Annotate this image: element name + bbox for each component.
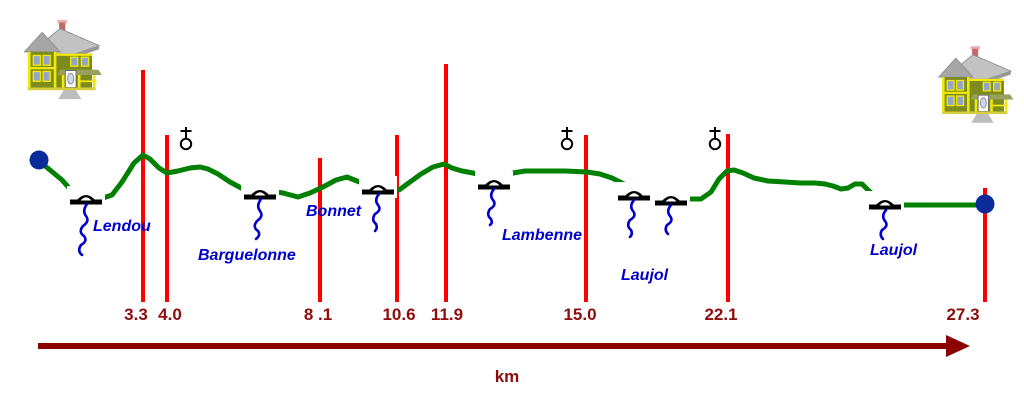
river-squiggle-lambenne [486, 187, 496, 227]
km-distance-label: 22.1 [704, 305, 738, 324]
river-label-bonnet: Bonnet [306, 203, 362, 220]
start-dot [29, 150, 49, 170]
river-label-laujol-1: Laujol [621, 267, 669, 284]
km-distance-label: 15.0 [563, 305, 597, 324]
km-axis-arrowhead-icon [946, 335, 970, 357]
river-label-lendou: Lendou [93, 218, 151, 235]
km-distance-label: 27.3 [946, 305, 980, 324]
km-distance-label: 11.9 [430, 305, 464, 324]
km-distance-label: 10.6 [382, 305, 416, 324]
km-unit-label: km [494, 367, 520, 386]
km-distance-label: 4.0 [158, 305, 182, 324]
river-label-laujol-2: Laujol [870, 242, 918, 259]
end-dot [975, 194, 995, 214]
house-end-icon [930, 44, 1016, 124]
river-squiggle-lendou [77, 202, 89, 257]
river-squiggle-laujol-3 [879, 208, 888, 241]
river-squiggle-laujol-2 [664, 203, 673, 236]
church-icon [703, 122, 727, 154]
km-distance-label: 3.3 [124, 305, 148, 324]
river-label-barguelonne: Barguelonne [198, 247, 296, 264]
church-icon [174, 122, 198, 154]
house-start-icon [14, 18, 106, 100]
km-distance-label: 8 .1 [303, 305, 333, 324]
river-squiggle-bonnet [371, 192, 381, 233]
river-label-lambenne: Lambenne [502, 227, 583, 244]
river-squiggle-barguelonne [253, 197, 263, 241]
km-axis-arrow [38, 343, 948, 349]
church-icon [555, 122, 579, 154]
river-squiggle-laujol-1 [626, 198, 636, 239]
